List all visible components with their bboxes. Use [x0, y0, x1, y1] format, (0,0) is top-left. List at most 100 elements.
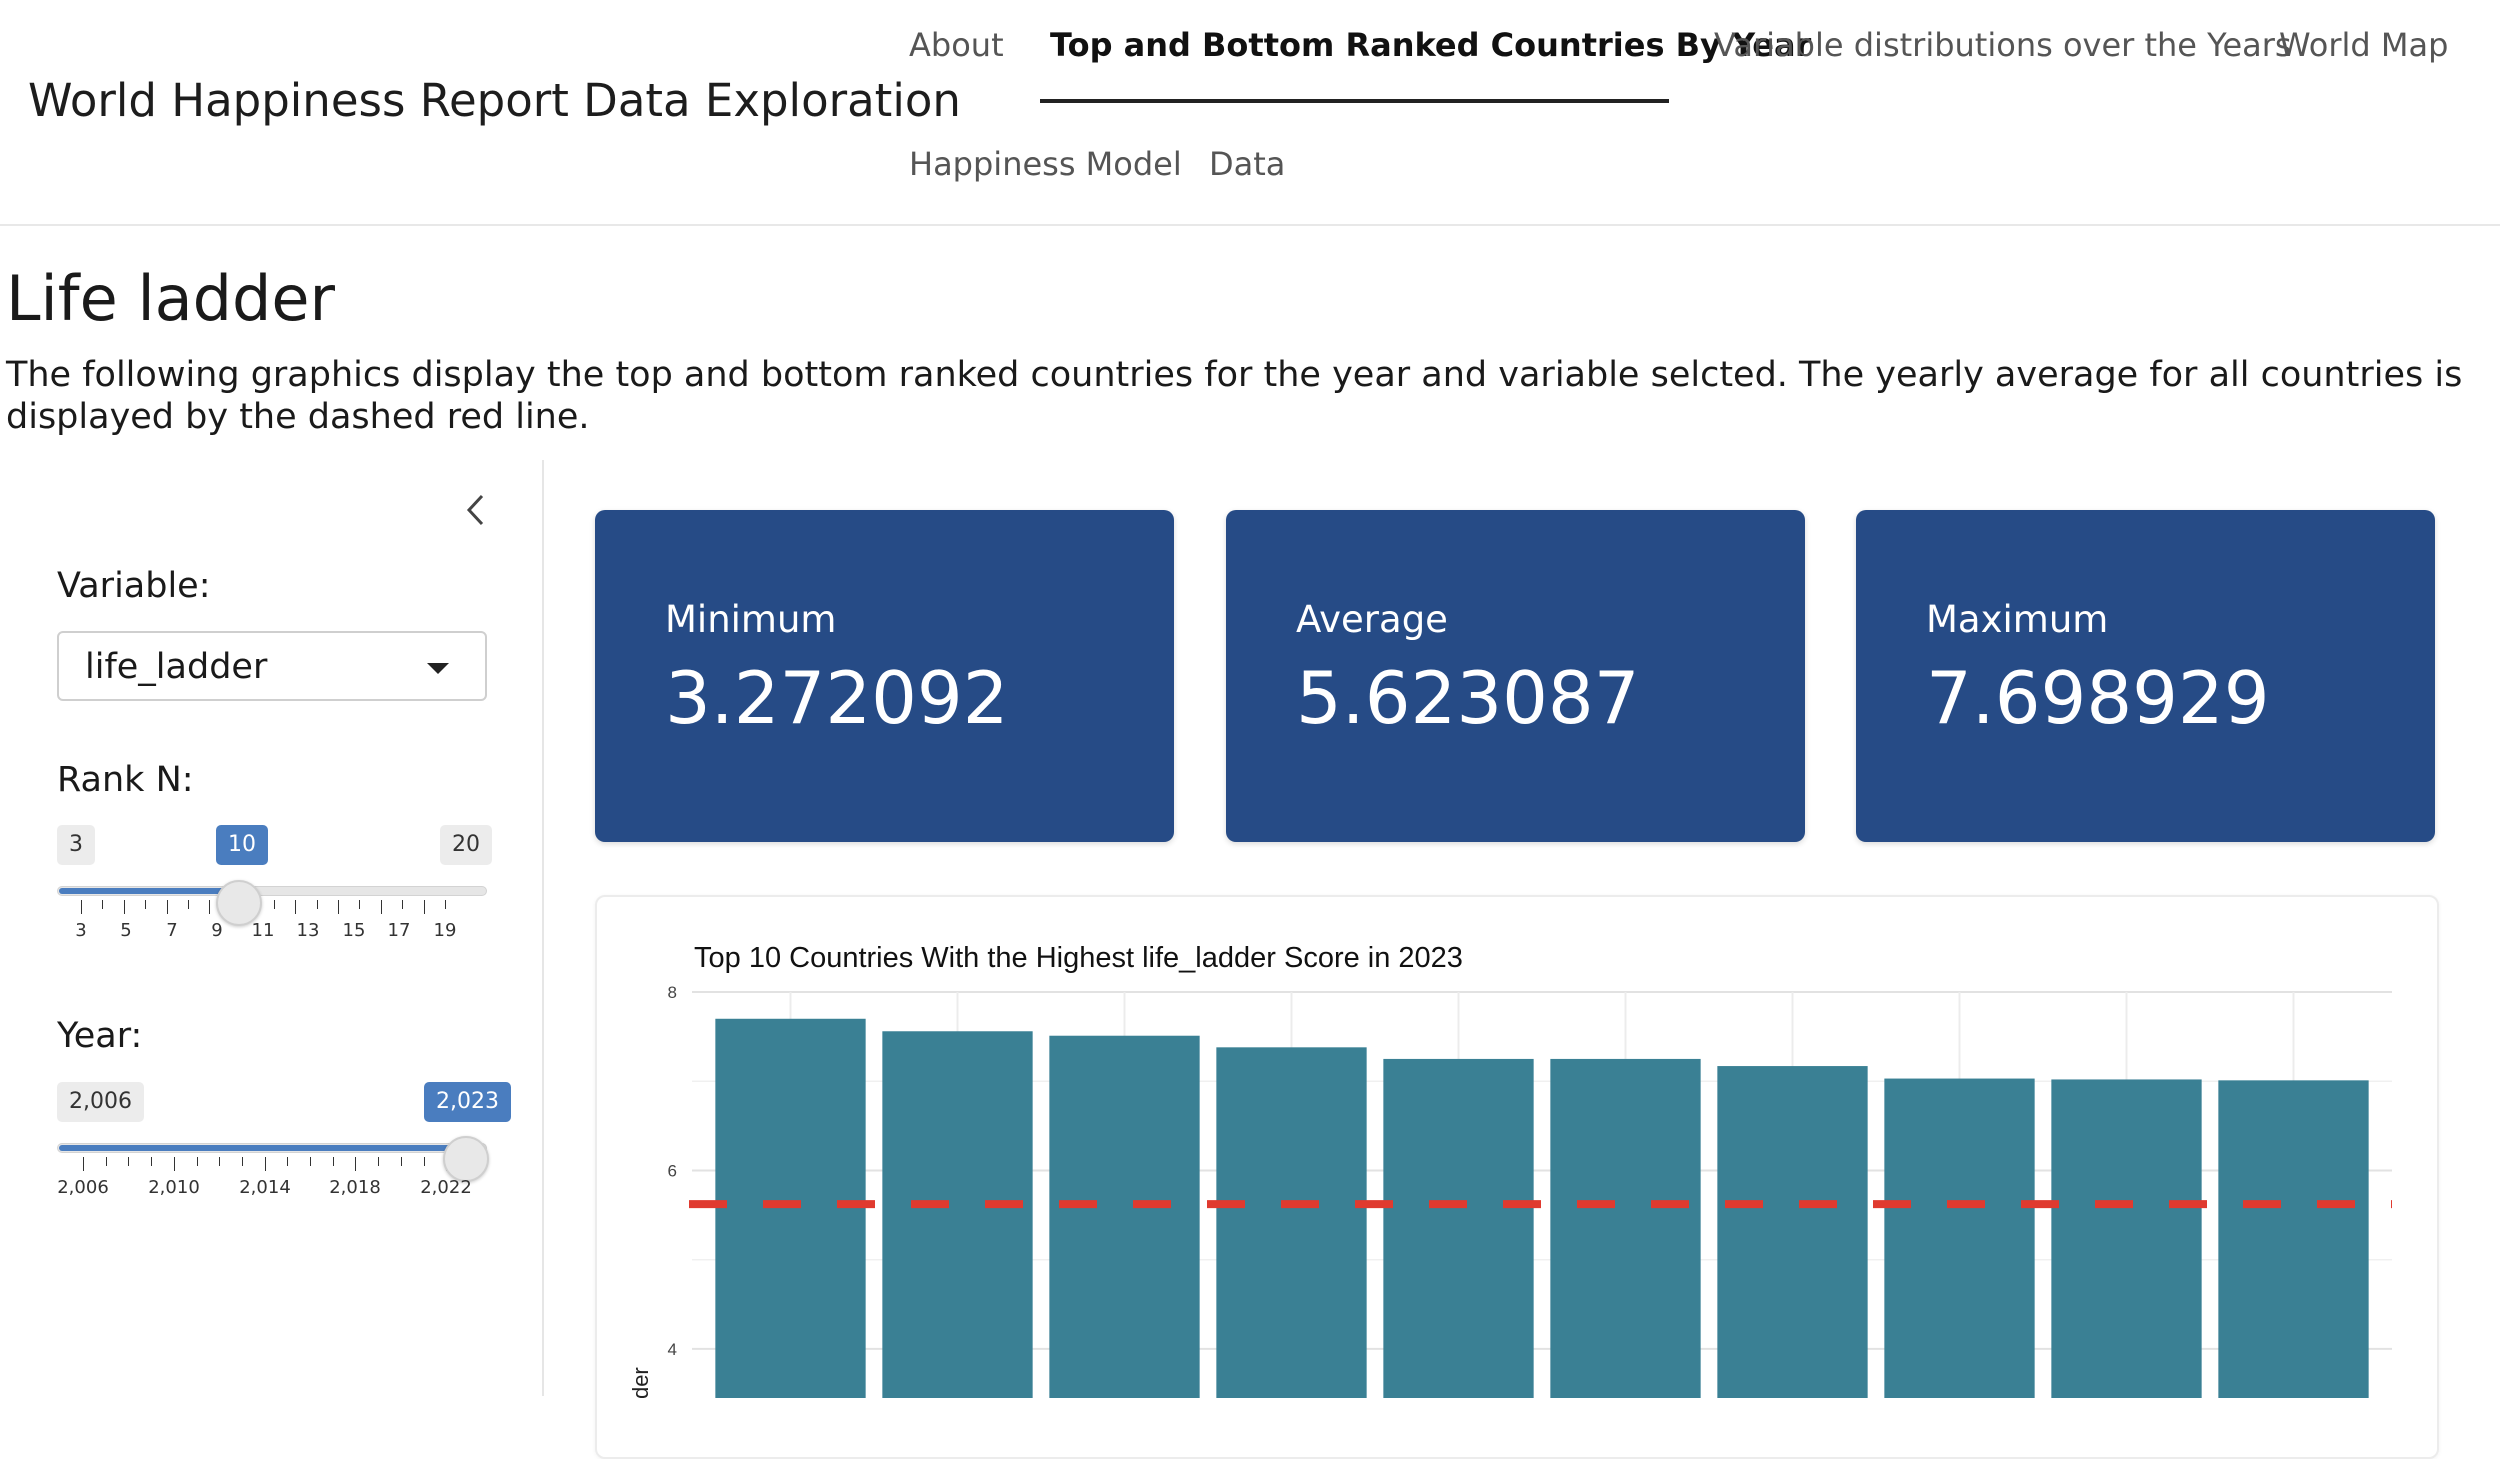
tab-about[interactable]: About: [909, 26, 1004, 64]
bar: [2218, 1080, 2369, 1398]
rank-tick-label: 9: [211, 920, 223, 941]
slider-tick: [241, 1157, 243, 1166]
slider-tick: [380, 900, 382, 914]
slider-tick: [105, 1157, 107, 1166]
slider-tick: [81, 900, 82, 914]
y-tick-label: 6: [668, 1161, 677, 1180]
minimum-value: 3.272092: [665, 656, 1009, 740]
year-tick-label: 2,014: [239, 1177, 291, 1198]
rank-slider-track[interactable]: [57, 886, 487, 896]
slider-tick: [209, 900, 211, 914]
app-title: World Happiness Report Data Exploration: [28, 74, 961, 127]
slider-tick: [316, 900, 318, 909]
bar: [1717, 1066, 1868, 1398]
year-value-badge: 2,023: [424, 1082, 511, 1122]
slider-tick: [378, 1157, 380, 1166]
slider-tick: [400, 1157, 402, 1166]
rank-tick-label: 5: [120, 920, 132, 941]
slider-tick: [188, 900, 190, 909]
rank-slider-handle[interactable]: [216, 880, 262, 926]
slider-tick: [423, 900, 425, 914]
rank-tick-label: 11: [251, 920, 275, 941]
slider-tick: [332, 1157, 334, 1166]
slider-tick: [123, 900, 125, 914]
chart-title: Top 10 Countries With the Highest life_l…: [694, 942, 1463, 974]
rank-max-badge: 20: [440, 825, 492, 865]
y-axis-label: life_ladder: [628, 1367, 653, 1398]
rank-tick-label: 7: [166, 920, 178, 941]
rank-label: Rank N:: [57, 760, 194, 800]
bar: [1383, 1058, 1534, 1398]
chart-card: Top 10 Countries With the Highest life_l…: [595, 895, 2439, 1459]
year-tick-label: 2,018: [329, 1177, 381, 1198]
tab-variable-distributions[interactable]: Variable distributions over the Years: [1714, 26, 2292, 64]
average-value: 5.623087: [1296, 656, 1640, 740]
year-tick-label: 2,022: [420, 1177, 472, 1198]
navbar: World Happiness Report Data Exploration …: [0, 0, 2500, 226]
sidebar-divider: [542, 460, 544, 1396]
tab-data[interactable]: Data: [1209, 145, 1286, 183]
rank-tick-label: 13: [296, 920, 320, 941]
slider-tick: [287, 1157, 289, 1166]
slider-tick: [166, 900, 168, 914]
slider-tick: [355, 1157, 357, 1171]
rank-tick-label: 17: [387, 920, 411, 941]
slider-tick: [145, 900, 147, 909]
variable-select-value: life_ladder: [85, 647, 268, 687]
minimum-value-box: Minimum 3.272092: [595, 510, 1174, 842]
page-title: Life ladder: [6, 262, 336, 335]
chevron-left-icon[interactable]: [460, 490, 490, 530]
maximum-value: 7.698929: [1926, 656, 2270, 740]
slider-tick: [219, 1157, 221, 1166]
slider-tick: [128, 1157, 130, 1166]
slider-tick: [264, 1157, 266, 1171]
slider-tick: [359, 900, 361, 909]
bar: [882, 1031, 1033, 1398]
bar: [2051, 1079, 2202, 1398]
slider-tick: [102, 900, 104, 909]
average-value-box: Average 5.623087: [1226, 510, 1805, 842]
year-tick-label: 2,006: [57, 1177, 109, 1198]
slider-tick: [273, 900, 275, 909]
tab-happiness-model[interactable]: Happiness Model: [909, 145, 1182, 183]
bar: [1049, 1035, 1200, 1398]
slider-tick: [402, 900, 404, 909]
y-tick-label: 8: [668, 983, 677, 1002]
maximum-value-box: Maximum 7.698929: [1856, 510, 2435, 842]
rank-tick-label: 3: [75, 920, 87, 941]
year-slider-fill: [59, 1145, 467, 1151]
bar: [715, 1018, 866, 1398]
rank-tick-label: 15: [342, 920, 366, 941]
rank-value-badge: 10: [216, 825, 268, 865]
y-tick-label: 4: [668, 1340, 677, 1359]
slider-tick: [173, 1157, 175, 1171]
tab-world-map[interactable]: World Map: [2279, 26, 2449, 64]
variable-select[interactable]: life_ladder: [57, 631, 487, 701]
bar-chart: Top 10 Countries With the Highest life_l…: [628, 942, 2392, 1398]
minimum-label: Minimum: [665, 598, 837, 641]
slider-tick: [196, 1157, 198, 1166]
bar: [1216, 1047, 1367, 1398]
rank-tick-label: 19: [433, 920, 457, 941]
year-label: Year:: [57, 1016, 143, 1056]
slider-tick: [83, 1157, 84, 1171]
rank-min-badge: 3: [57, 825, 95, 865]
rank-slider-fill: [59, 888, 239, 894]
year-slider-handle[interactable]: [443, 1136, 489, 1182]
bar: [1550, 1058, 1701, 1398]
slider-tick: [337, 900, 339, 914]
tab-top-bottom-ranked[interactable]: Top and Bottom Ranked Countries By Year: [1050, 26, 1812, 64]
active-tab-indicator: [1040, 99, 1669, 103]
slider-tick: [423, 1157, 425, 1166]
maximum-label: Maximum: [1926, 598, 2109, 641]
page-description: The following graphics display the top a…: [6, 355, 2463, 437]
slider-tick: [445, 900, 446, 909]
average-label: Average: [1296, 598, 1448, 641]
slider-tick: [151, 1157, 153, 1166]
variable-label: Variable:: [57, 566, 211, 606]
slider-tick: [295, 900, 297, 914]
year-min-badge: 2,006: [57, 1082, 144, 1122]
year-tick-label: 2,010: [148, 1177, 200, 1198]
caret-down-icon: [427, 663, 449, 674]
bar: [1884, 1078, 2035, 1398]
